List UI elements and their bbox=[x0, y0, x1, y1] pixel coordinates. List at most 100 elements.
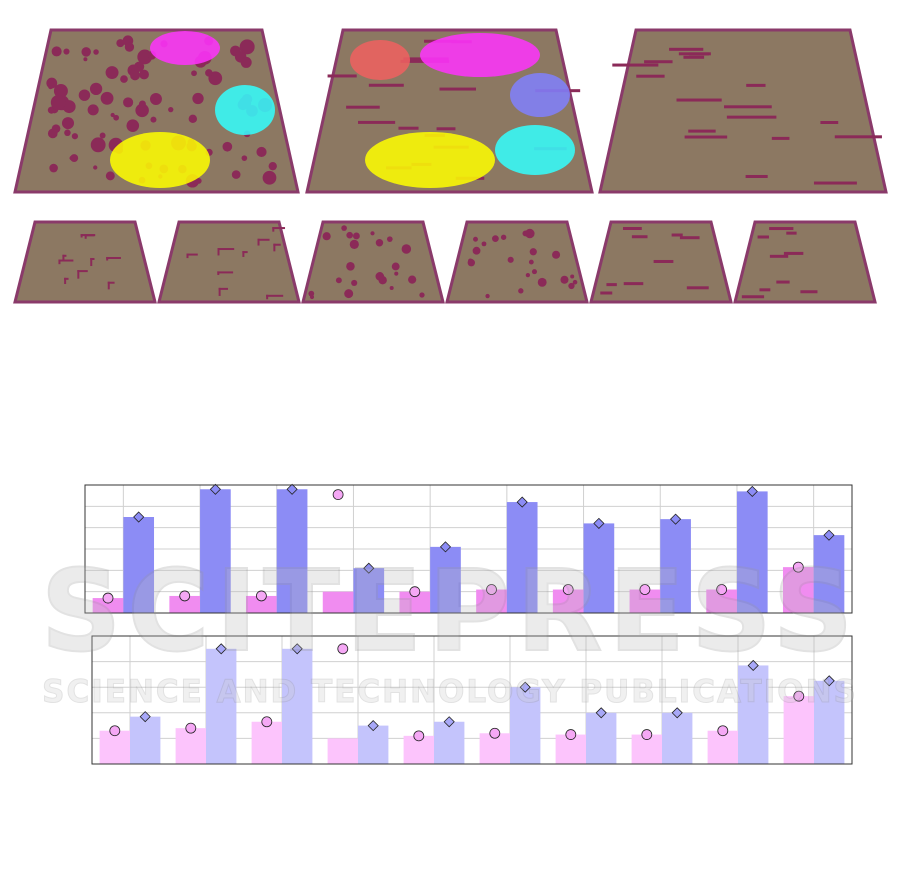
obstacle bbox=[398, 126, 419, 130]
marker bbox=[519, 681, 531, 693]
obstacle bbox=[110, 112, 115, 118]
obstacle bbox=[149, 93, 162, 105]
bar bbox=[738, 665, 769, 764]
obstacle bbox=[135, 103, 149, 118]
marker bbox=[286, 483, 298, 495]
bar bbox=[206, 648, 237, 764]
obstacle bbox=[62, 254, 65, 261]
bar bbox=[783, 696, 814, 764]
obstacle bbox=[138, 100, 146, 108]
bar bbox=[175, 728, 206, 764]
obstacle bbox=[168, 106, 174, 113]
obstacle bbox=[257, 238, 270, 241]
watermark-subtitle: SCIENCE AND TECHNOLOGY PUBLICATIONS bbox=[42, 674, 858, 710]
bar bbox=[660, 519, 691, 613]
marker bbox=[332, 489, 344, 501]
obstacle bbox=[568, 282, 575, 290]
obstacle bbox=[130, 69, 135, 74]
obstacle bbox=[242, 251, 245, 257]
obstacle bbox=[90, 257, 95, 260]
obstacle bbox=[272, 227, 275, 232]
obstacle bbox=[473, 236, 478, 242]
watermark-title: SCITEPRESS bbox=[41, 547, 860, 677]
obstacle bbox=[346, 262, 355, 271]
obstacle bbox=[70, 154, 79, 163]
obstacle bbox=[123, 97, 134, 108]
obstacle bbox=[679, 236, 700, 240]
bar bbox=[506, 502, 538, 613]
obstacle bbox=[436, 127, 456, 131]
obstacle bbox=[686, 286, 709, 290]
obstacle bbox=[61, 117, 75, 130]
marker bbox=[486, 584, 497, 595]
marker bbox=[439, 541, 452, 553]
bar bbox=[586, 712, 617, 764]
obstacle bbox=[80, 234, 83, 238]
obstacle bbox=[528, 259, 534, 265]
bar bbox=[782, 567, 814, 613]
marker bbox=[639, 584, 651, 595]
obstacle bbox=[195, 178, 202, 184]
obstacle bbox=[308, 290, 315, 297]
obstacle bbox=[783, 251, 804, 255]
obstacle bbox=[83, 57, 88, 62]
charts bbox=[84, 483, 853, 765]
obstacle bbox=[776, 280, 790, 284]
obstacle bbox=[552, 250, 561, 259]
obstacle bbox=[240, 56, 252, 68]
obstacle bbox=[394, 271, 399, 276]
obstacle bbox=[84, 234, 87, 239]
marker bbox=[565, 729, 577, 740]
obstacle bbox=[529, 248, 537, 256]
obstacle bbox=[676, 98, 722, 102]
bar bbox=[430, 546, 461, 613]
obstacle bbox=[105, 66, 119, 80]
obstacle bbox=[341, 225, 347, 231]
marker bbox=[792, 561, 804, 573]
obstacle bbox=[268, 161, 277, 171]
obstacle bbox=[89, 82, 103, 96]
obstacle bbox=[188, 114, 198, 124]
bar bbox=[327, 738, 358, 764]
obstacle bbox=[408, 275, 417, 284]
obstacle bbox=[391, 262, 400, 271]
obstacle bbox=[192, 92, 204, 105]
obstacle bbox=[684, 135, 728, 139]
floor bbox=[733, 220, 877, 304]
obstacle bbox=[669, 47, 704, 51]
marker bbox=[337, 643, 349, 655]
marker bbox=[593, 517, 605, 529]
region bbox=[420, 33, 540, 77]
bar bbox=[322, 591, 354, 613]
marker bbox=[215, 643, 227, 655]
obstacle bbox=[813, 181, 857, 185]
bar bbox=[434, 721, 465, 764]
obstacle bbox=[120, 75, 128, 83]
obstacle bbox=[322, 232, 331, 241]
marker bbox=[102, 592, 114, 604]
marker bbox=[823, 675, 835, 687]
obstacle bbox=[820, 120, 839, 124]
marker bbox=[179, 590, 191, 602]
bar bbox=[813, 535, 845, 613]
marker bbox=[363, 562, 375, 574]
obstacle bbox=[51, 46, 62, 57]
obstacle bbox=[606, 283, 617, 287]
bar bbox=[706, 589, 737, 613]
bar bbox=[552, 589, 584, 613]
obstacle bbox=[351, 279, 358, 286]
bar bbox=[200, 489, 231, 613]
obstacle bbox=[644, 60, 673, 64]
bar bbox=[123, 517, 155, 613]
obstacle bbox=[48, 84, 53, 90]
marker bbox=[291, 643, 303, 655]
marker bbox=[489, 727, 501, 739]
obstacle bbox=[113, 114, 120, 121]
obstacle bbox=[186, 253, 198, 256]
watermark: SCITEPRESS SCIENCE AND TECHNOLOGY PUBLIC… bbox=[40, 546, 860, 711]
obstacle bbox=[93, 49, 99, 55]
obstacle bbox=[77, 270, 88, 273]
marker bbox=[793, 690, 805, 702]
bar bbox=[358, 725, 389, 764]
